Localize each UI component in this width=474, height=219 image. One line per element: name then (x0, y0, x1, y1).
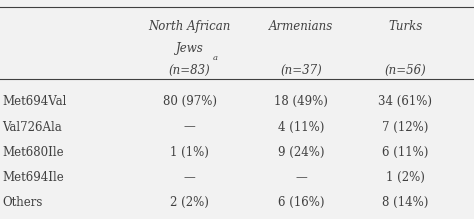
Text: Others: Others (2, 196, 43, 209)
Text: North African: North African (148, 20, 231, 33)
Text: —: — (184, 171, 195, 184)
Text: 4 (11%): 4 (11%) (278, 120, 324, 134)
Text: Met694Val: Met694Val (2, 95, 67, 108)
Text: a: a (213, 54, 218, 62)
Text: 1 (1%): 1 (1%) (170, 146, 209, 159)
Text: 34 (61%): 34 (61%) (378, 95, 432, 108)
Text: 80 (97%): 80 (97%) (163, 95, 217, 108)
Text: 8 (14%): 8 (14%) (382, 196, 428, 209)
Text: Turks: Turks (388, 20, 422, 33)
Text: 7 (12%): 7 (12%) (382, 120, 428, 134)
Text: 9 (24%): 9 (24%) (278, 146, 324, 159)
Text: (n=37): (n=37) (280, 64, 322, 77)
Text: 1 (2%): 1 (2%) (386, 171, 425, 184)
Text: 2 (2%): 2 (2%) (170, 196, 209, 209)
Text: 6 (11%): 6 (11%) (382, 146, 428, 159)
Text: Jews: Jews (176, 42, 203, 55)
Text: —: — (295, 171, 307, 184)
Text: (n=83): (n=83) (169, 64, 210, 77)
Text: Armenians: Armenians (269, 20, 333, 33)
Text: Met694Ile: Met694Ile (2, 171, 64, 184)
Text: (n=56): (n=56) (384, 64, 426, 77)
Text: —: — (184, 120, 195, 134)
Text: Met680Ile: Met680Ile (2, 146, 64, 159)
Text: Val726Ala: Val726Ala (2, 120, 62, 134)
Text: 18 (49%): 18 (49%) (274, 95, 328, 108)
Text: 6 (16%): 6 (16%) (278, 196, 324, 209)
